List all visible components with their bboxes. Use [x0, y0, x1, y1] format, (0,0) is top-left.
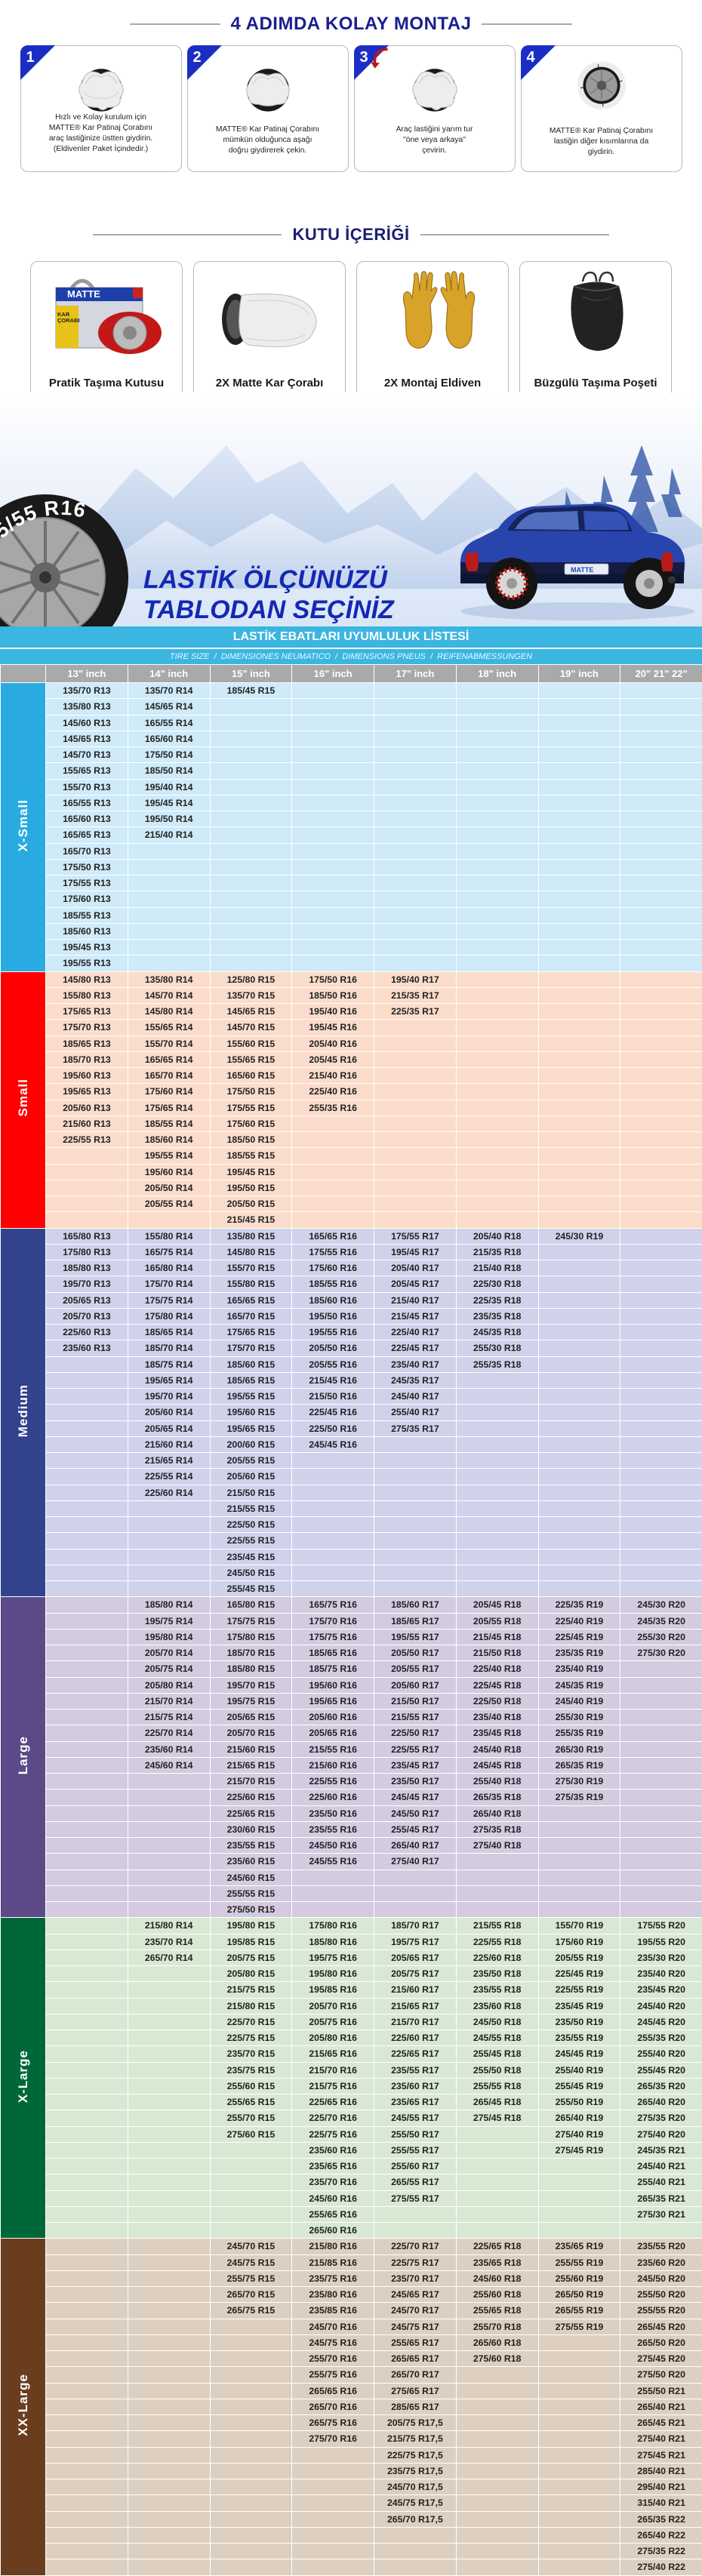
svg-text:ÇORABI: ÇORABI — [57, 317, 80, 324]
svg-text:MATTE: MATTE — [571, 566, 593, 574]
svg-text:MATTE: MATTE — [67, 288, 100, 300]
